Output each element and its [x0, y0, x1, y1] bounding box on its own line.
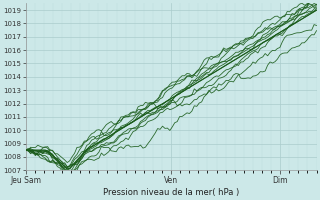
X-axis label: Pression niveau de la mer( hPa ): Pression niveau de la mer( hPa )	[103, 188, 239, 197]
